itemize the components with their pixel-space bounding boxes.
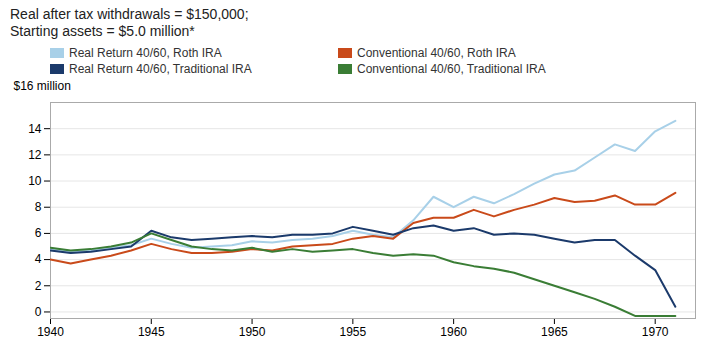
svg-text:10: 10 xyxy=(28,174,42,188)
svg-text:12: 12 xyxy=(28,148,42,162)
svg-text:4: 4 xyxy=(35,252,42,266)
html-text:Real Return 40/60, Roth IRA: Real Return 40/60, Roth IRA xyxy=(69,46,222,60)
svg-text:14: 14 xyxy=(28,122,42,136)
svg-text:0: 0 xyxy=(35,305,42,319)
svg-text:1970: 1970 xyxy=(642,325,669,339)
svg-text:8: 8 xyxy=(35,200,42,214)
html-text:Conventional 40/60, Roth IRA: Conventional 40/60, Roth IRA xyxy=(357,46,516,60)
svg-text:6: 6 xyxy=(35,226,42,240)
html-text:Real after tax withdrawals = $: Real after tax withdrawals = $150,000; xyxy=(10,6,249,22)
svg-text:1955: 1955 xyxy=(339,325,366,339)
svg-text:1950: 1950 xyxy=(239,325,266,339)
svg-text:1945: 1945 xyxy=(138,325,165,339)
html-text:Real Return 40/60, Traditional: Real Return 40/60, Traditional IRA xyxy=(69,62,252,76)
svg-text:2: 2 xyxy=(35,279,42,293)
svg-text:$16 million: $16 million xyxy=(14,79,71,93)
html-text:Starting assets = $5.0 million: Starting assets = $5.0 million* xyxy=(10,23,195,39)
html-text:Conventional 40/60, Traditiona: Conventional 40/60, Traditional IRA xyxy=(357,62,546,76)
svg-text:1940: 1940 xyxy=(37,325,64,339)
svg-text:1960: 1960 xyxy=(440,325,467,339)
svg-text:1965: 1965 xyxy=(541,325,568,339)
